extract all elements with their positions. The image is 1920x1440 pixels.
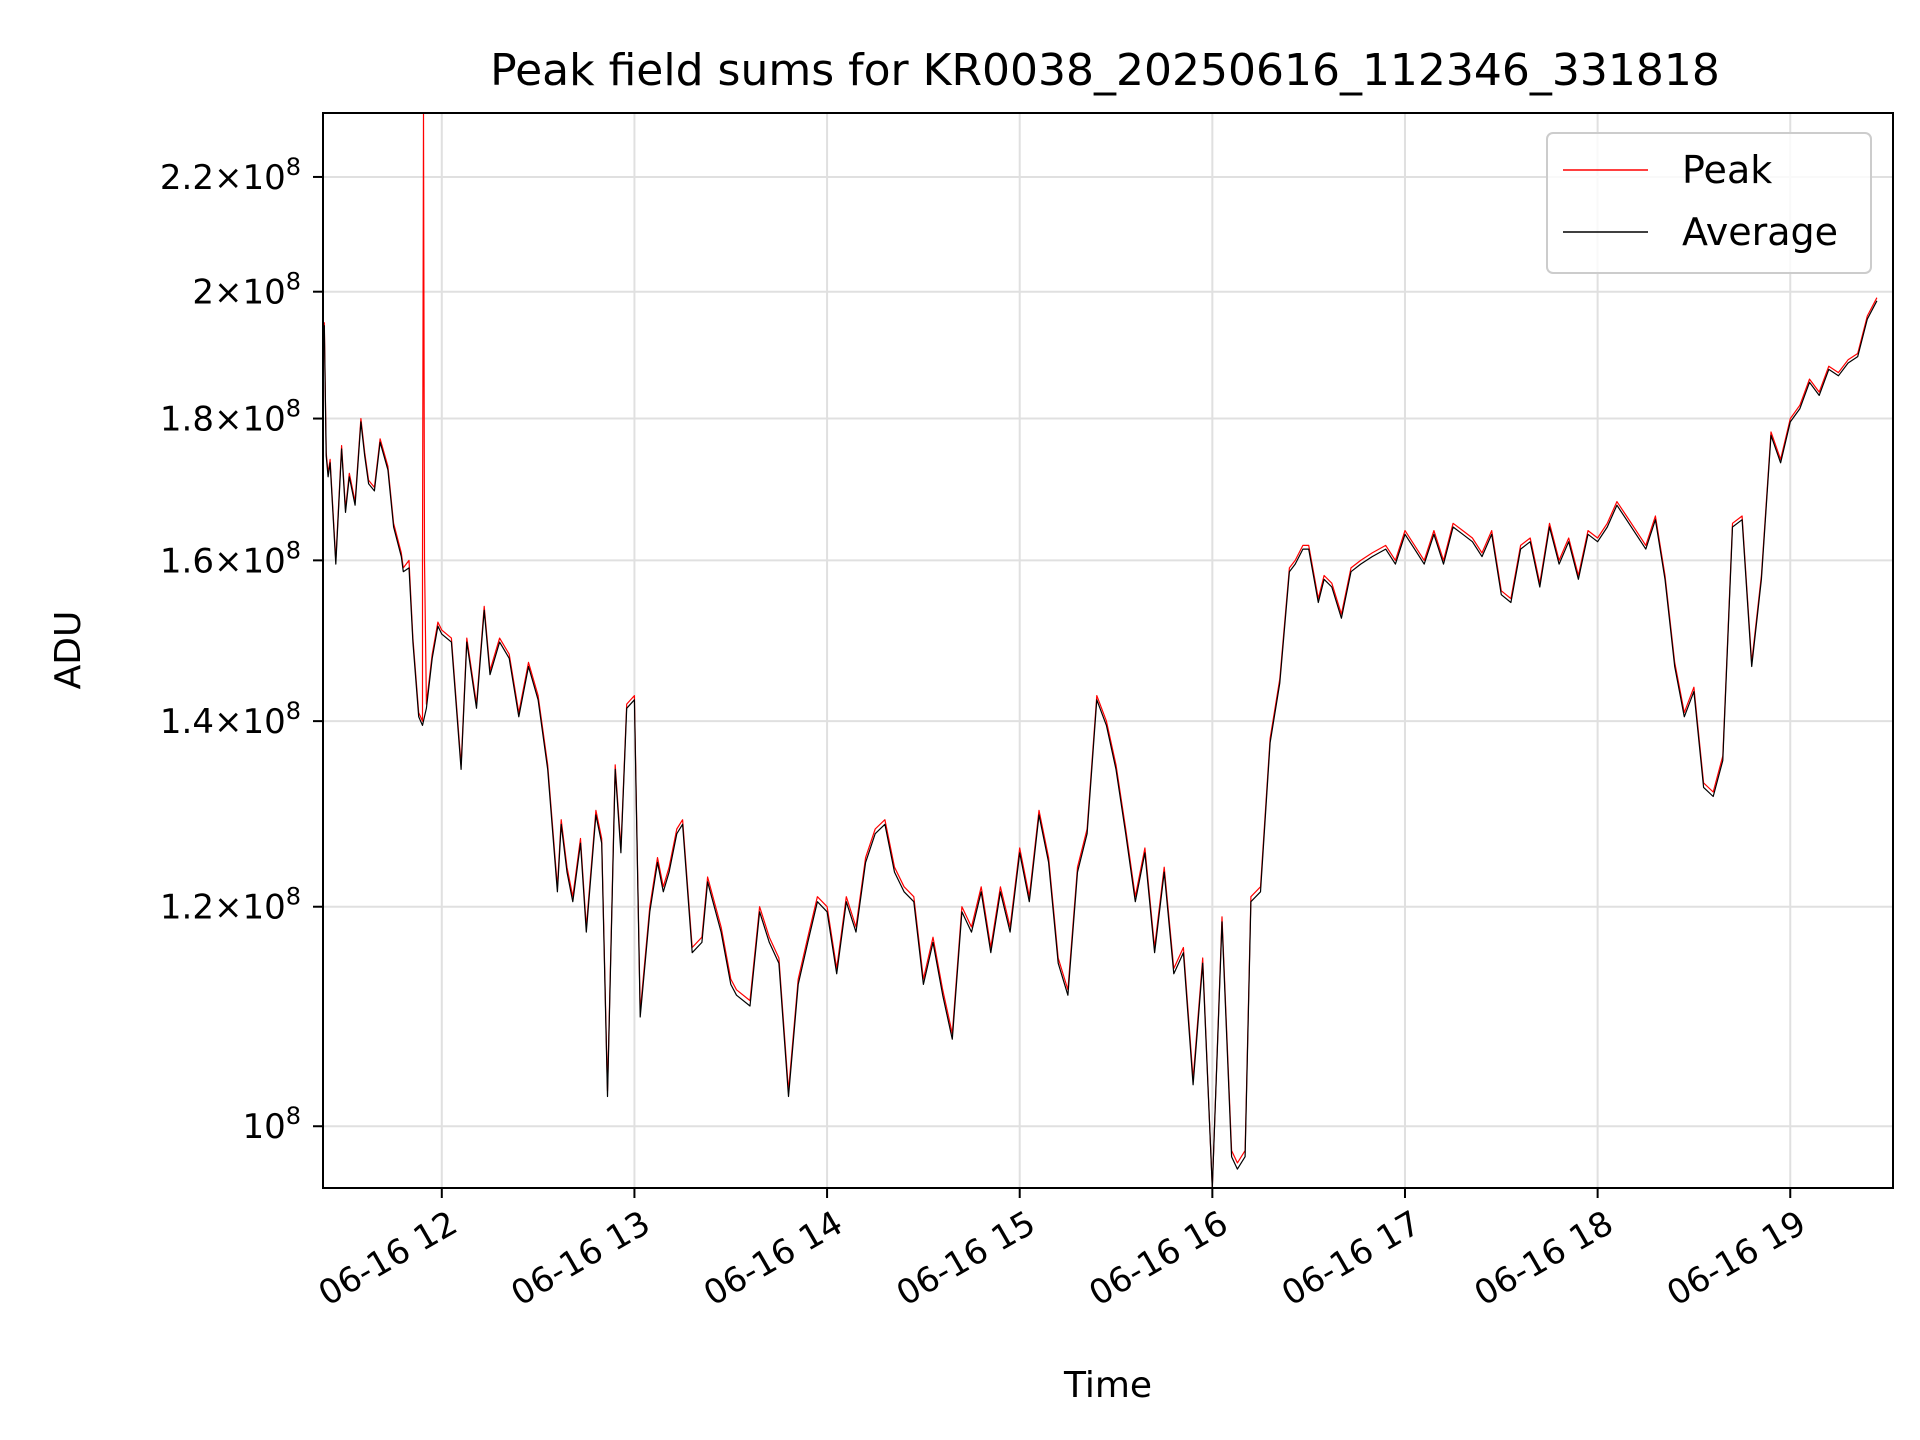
y-tick-label: 108: [242, 1102, 301, 1147]
series-line-peak: [323, 112, 1878, 1189]
legend: Peak Average: [1546, 132, 1872, 274]
y-tick-label: 1.4×108: [160, 697, 301, 742]
y-axis: 108 1.2×108 1.4×108 1.6×108 1.8×108 2×108 2.2×…: [160, 153, 323, 1147]
y-tick-label: 1.8×108: [160, 395, 301, 440]
y-axis-label: ADU: [48, 611, 89, 690]
y-tick-label: 2.2×108: [160, 153, 301, 198]
chart-title: Peak field sums for KR0038_20250616_1123…: [490, 45, 1720, 96]
legend-label-average: Average: [1682, 210, 1838, 254]
series-line-average: [323, 300, 1878, 1189]
y-tick-label: 1.2×108: [160, 883, 301, 928]
legend-label-peak: Peak: [1682, 148, 1772, 192]
y-tick-label: 2×108: [192, 268, 301, 313]
series-lines: [323, 112, 1878, 1189]
plot-frame: [322, 112, 1894, 1189]
gridlines: [323, 113, 1893, 1188]
x-axis-label: Time: [1063, 1365, 1152, 1406]
legend-box: [1546, 132, 1872, 274]
y-tick-label: 1.6×108: [160, 536, 301, 581]
